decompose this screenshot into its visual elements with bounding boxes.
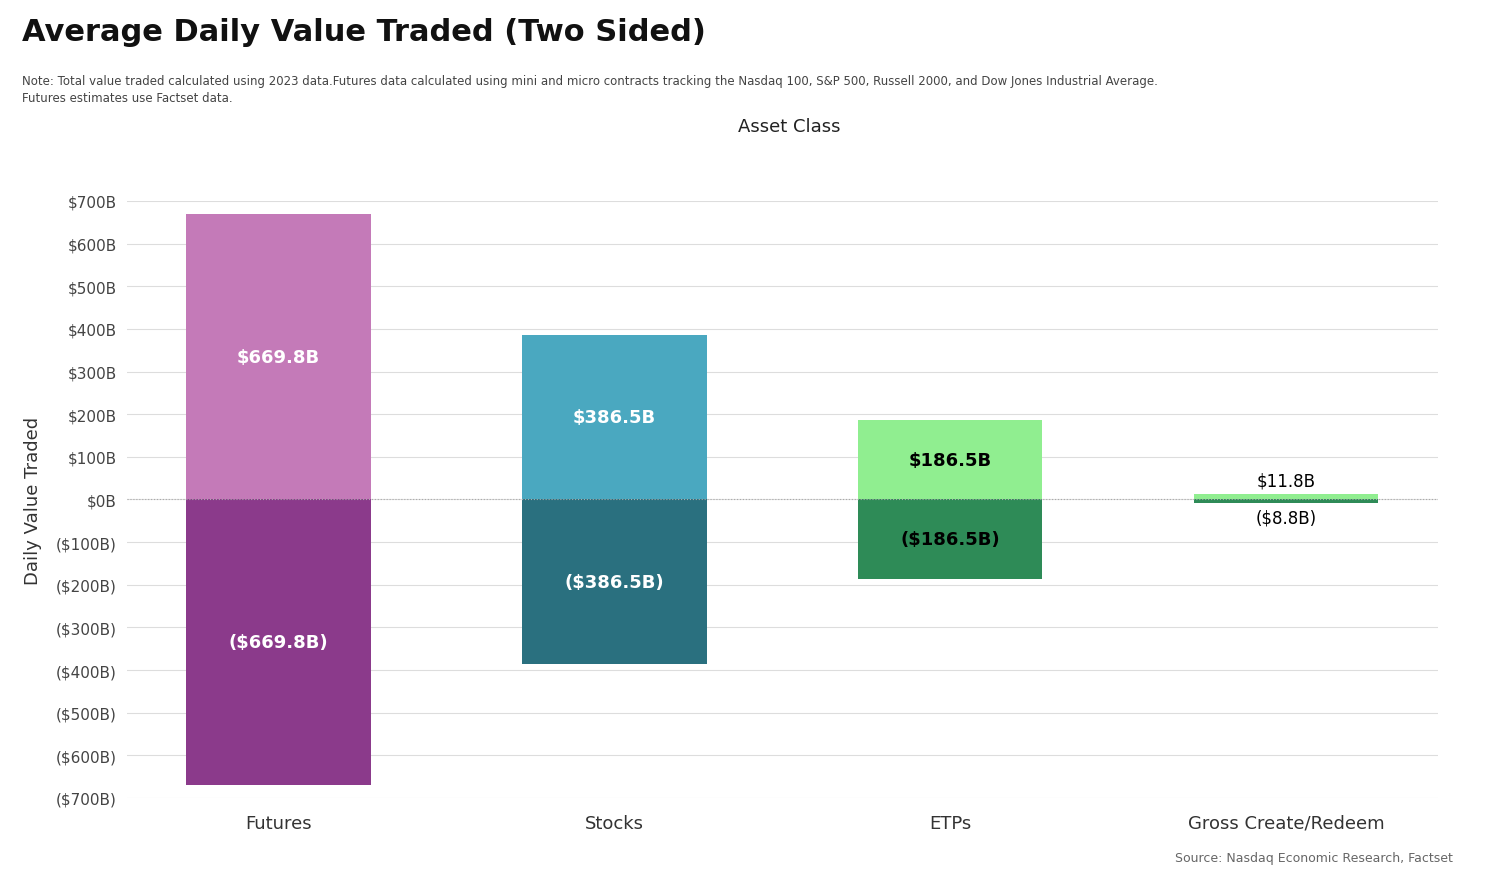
Bar bbox=[186, 500, 371, 785]
Text: Asset Class: Asset Class bbox=[739, 118, 840, 136]
Bar bbox=[522, 335, 706, 500]
Bar bbox=[522, 500, 706, 665]
Text: Note: Total value traded calculated using 2023 data.Futures data calculated usin: Note: Total value traded calculated usin… bbox=[22, 75, 1158, 88]
Text: ($186.5B): ($186.5B) bbox=[900, 531, 1000, 549]
Text: Futures estimates use Factset data.: Futures estimates use Factset data. bbox=[22, 92, 232, 105]
Text: $11.8B: $11.8B bbox=[1256, 472, 1316, 489]
Text: ($8.8B): ($8.8B) bbox=[1256, 509, 1317, 527]
Text: $669.8B: $669.8B bbox=[237, 348, 320, 367]
Bar bbox=[858, 500, 1043, 580]
Bar bbox=[1193, 495, 1378, 500]
Text: ($386.5B): ($386.5B) bbox=[565, 574, 665, 591]
Text: $386.5B: $386.5B bbox=[572, 409, 656, 426]
Text: ($669.8B): ($669.8B) bbox=[229, 633, 328, 652]
Text: $186.5B: $186.5B bbox=[909, 451, 992, 469]
Bar bbox=[1193, 500, 1378, 503]
Text: Average Daily Value Traded (Two Sided): Average Daily Value Traded (Two Sided) bbox=[22, 18, 706, 46]
Y-axis label: Daily Value Traded: Daily Value Traded bbox=[24, 416, 42, 584]
Bar bbox=[858, 420, 1043, 500]
Bar bbox=[186, 215, 371, 500]
Text: Source: Nasdaq Economic Research, Factset: Source: Nasdaq Economic Research, Factse… bbox=[1176, 851, 1453, 864]
